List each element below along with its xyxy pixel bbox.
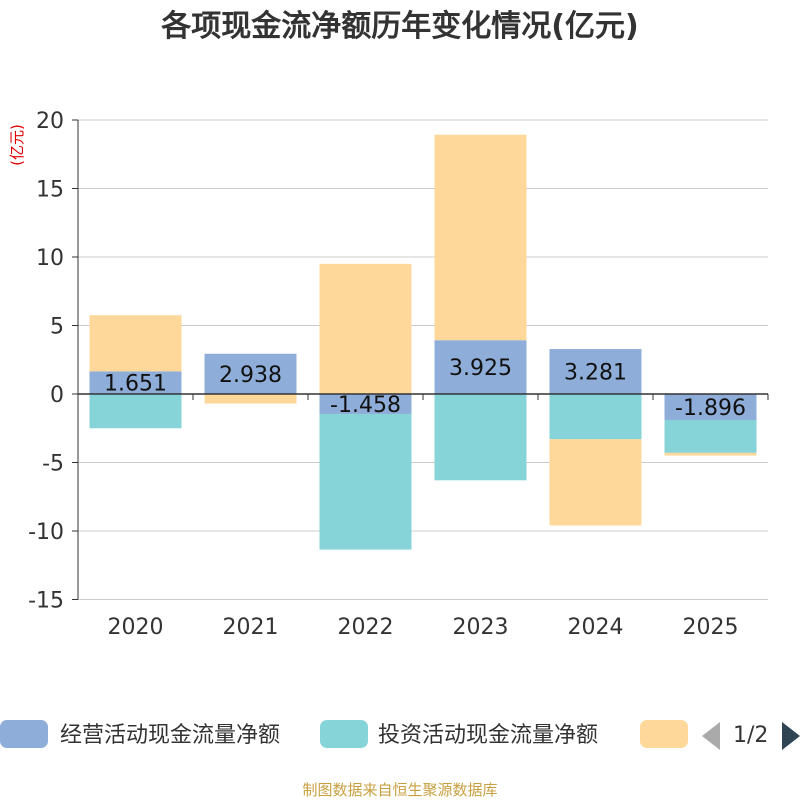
data-label: 3.925 [449,356,512,381]
bar-2023-series-2 [434,394,527,481]
bar-2022-series-1 [319,394,412,414]
bar-2022-series-3 [319,263,412,394]
y-tick-label: 10 [36,246,64,271]
x-tick-label: 2023 [453,615,509,640]
legend-next-page-icon[interactable] [782,722,800,750]
x-tick-label: 2024 [568,615,624,640]
bar-2023-series-3 [434,134,527,341]
data-label: 2.938 [219,363,282,388]
data-label: -1.896 [675,396,746,421]
legend-label: 投资活动现金流量净额 [378,723,598,748]
x-tick-label: 2021 [223,615,279,640]
y-tick-label: 5 [50,315,64,340]
x-tick-label: 2022 [338,615,394,640]
bar-2020-series-2 [89,394,182,429]
data-label: -1.458 [330,393,401,418]
bar-2020-series-3 [89,315,182,372]
data-label: 3.281 [564,361,627,386]
bar-2021-series-3 [204,394,297,404]
bars [89,134,757,550]
chart-title: 各项现金流净额历年变化情况(亿元) [160,9,638,44]
bar-2023-series-1 [434,340,527,394]
y-tick-label: -15 [28,589,64,614]
legend-label: 经营活动现金流量净额 [60,723,280,748]
source-note: 制图数据来自恒生聚源数据库 [302,781,497,799]
gridlines [78,119,768,600]
bar-2022-series-2 [319,413,412,550]
data-label: 1.651 [104,372,167,397]
bar-2024-series-3 [549,439,642,526]
bar-2025-series-2 [664,419,757,453]
y-tick-label: -5 [42,452,64,477]
legend-prev-page-icon[interactable] [702,722,720,750]
legend-swatch-series-3 [640,720,688,748]
legend-page-indicator: 1/2 [733,723,768,748]
bar-2025-series-3 [664,452,757,456]
y-axis-unit-label: (亿元) [8,124,26,166]
x-tick-label: 2020 [108,615,164,640]
legend-swatch-series-2 [320,720,368,748]
axes: 20 15 10 5 0 -5 -10 -15 2020 2021 2022 2023 2024 2025 [28,109,769,640]
legend-swatch-series-1 [0,720,48,748]
y-tick-label: 20 [36,109,64,134]
x-tick-label: 2025 [683,615,739,640]
y-tick-label: -10 [28,520,64,545]
y-tick-label: 15 [36,178,64,203]
legend: 经营活动现金流量净额 投资活动现金流量净额 1/2 [0,720,800,750]
bar-2024-series-2 [549,394,642,440]
data-labels: 1.651 2.938 -1.458 3.925 3.281 -1.896 [104,356,746,421]
bar-2025-series-1 [664,394,757,420]
bar-2020-series-1 [89,371,182,394]
bar-2024-series-1 [549,349,642,394]
y-tick-label: 0 [50,383,64,408]
bar-2021-series-1 [204,353,297,394]
